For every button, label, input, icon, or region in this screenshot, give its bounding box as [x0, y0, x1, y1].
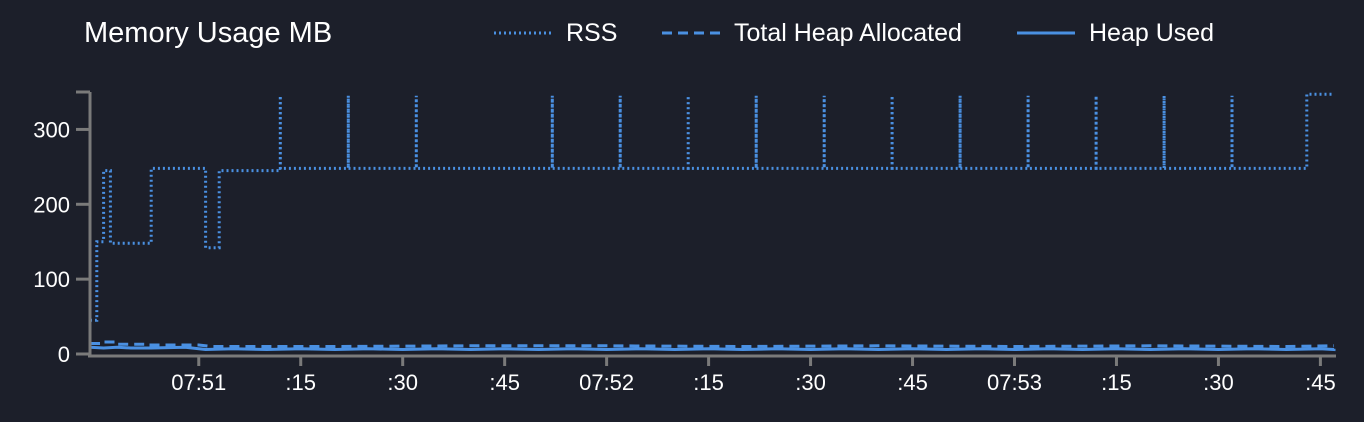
- series-line-heap-used: [89, 345, 1336, 352]
- x-tick-label: :45: [1305, 370, 1336, 395]
- legend-label-rss[interactable]: RSS: [566, 19, 617, 47]
- x-tick-label: :30: [795, 370, 826, 395]
- legend-label-heap-used[interactable]: Heap Used: [1089, 19, 1214, 47]
- x-tick-label: :30: [1203, 370, 1234, 395]
- x-tick-label: 07:51: [171, 370, 226, 395]
- x-tick-label: 07:53: [987, 370, 1042, 395]
- chart-title: Memory Usage MB: [84, 17, 332, 49]
- legend-label-total-heap[interactable]: Total Heap Allocated: [734, 19, 962, 47]
- y-ticks: 0 100 200 300: [33, 117, 90, 367]
- x-tick-label: :45: [489, 370, 520, 395]
- axes: [76, 90, 1336, 358]
- y-tick-label: 300: [33, 117, 70, 142]
- series-line-total-heap-allocated: [90, 340, 1335, 349]
- y-tick-label: 0: [58, 342, 70, 367]
- y-tick-label: 200: [33, 192, 70, 217]
- y-tick-label: 100: [33, 267, 70, 292]
- x-tick-label: :30: [387, 370, 418, 395]
- x-tick-label: :15: [285, 370, 316, 395]
- x-tick-label: :15: [693, 370, 724, 395]
- x-tick-label: 07:52: [579, 370, 634, 395]
- x-tick-label: :45: [897, 370, 928, 395]
- series-line-rss: [90, 92, 1334, 322]
- series-layer: [89, 92, 1336, 352]
- legend: RSS Total Heap Allocated Heap Used: [494, 19, 1214, 47]
- x-ticks: 07:51 :15 :30 :45 07:52 :15 :30 :45 07:53 :15 :30:…: [171, 356, 1336, 395]
- x-tick-label: :15: [1101, 370, 1132, 395]
